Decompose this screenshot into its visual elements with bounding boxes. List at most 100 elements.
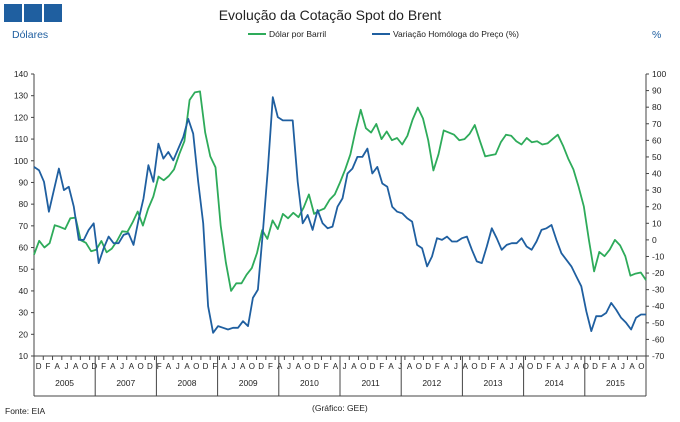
x-month-label: O	[249, 362, 255, 371]
x-month-label: F	[546, 362, 551, 371]
x-month-label: J	[176, 362, 180, 371]
x-month-label: A	[333, 362, 339, 371]
x-month-label: D	[147, 362, 153, 371]
x-month-label: J	[287, 362, 291, 371]
x-month-label: O	[138, 362, 144, 371]
x-month-label: A	[388, 362, 394, 371]
x-month-label: O	[193, 362, 199, 371]
x-month-label: J	[510, 362, 514, 371]
chart-title: Evolução da Cotação Spot do Brent	[219, 7, 442, 23]
right-tick-label: -30	[652, 285, 665, 295]
x-year-label: 2005	[55, 378, 74, 388]
x-month-label: F	[45, 362, 50, 371]
x-month-label: A	[555, 362, 561, 371]
x-month-label: A	[55, 362, 61, 371]
x-month-label: D	[203, 362, 209, 371]
x-month-label: O	[638, 362, 644, 371]
x-month-label: O	[471, 362, 477, 371]
x-month-label: D	[36, 362, 42, 371]
right-tick-label: 70	[652, 119, 662, 129]
x-month-label: D	[314, 362, 320, 371]
x-month-label: J	[621, 362, 625, 371]
x-month-label: A	[574, 362, 580, 371]
right-tick-label: 40	[652, 169, 662, 179]
x-month-label: A	[629, 362, 635, 371]
x-month-label: O	[583, 362, 589, 371]
right-tick-label: -70	[652, 351, 665, 361]
left-tick-label: 20	[19, 329, 29, 339]
right-tick-label: 50	[652, 152, 662, 162]
x-year-label: 2009	[239, 378, 258, 388]
x-month-label: A	[444, 362, 450, 371]
x-month-label: J	[231, 362, 235, 371]
x-month-label: D	[536, 362, 542, 371]
right-tick-label: 60	[652, 135, 662, 145]
left-tick-label: 120	[14, 112, 28, 122]
right-tick-label: -10	[652, 251, 665, 261]
x-month-label: F	[212, 362, 217, 371]
x-month-label: A	[351, 362, 357, 371]
x-month-label: F	[324, 362, 329, 371]
right-axis-title: %	[652, 29, 661, 41]
x-year-label: 2011	[361, 378, 380, 388]
x-month-label: A	[296, 362, 302, 371]
x-month-label: O	[304, 362, 310, 371]
x-month-label: J	[398, 362, 402, 371]
x-year-label: 2012	[422, 378, 441, 388]
x-month-label: F	[157, 362, 162, 371]
x-month-label: A	[221, 362, 227, 371]
left-tick-label: 50	[19, 264, 29, 274]
left-tick-label: 100	[14, 156, 28, 166]
left-tick-label: 10	[19, 351, 29, 361]
x-month-label: A	[407, 362, 413, 371]
left-tick-label: 60	[19, 243, 29, 253]
x-month-label: A	[277, 362, 283, 371]
x-month-label: J	[343, 362, 347, 371]
left-tick-label: 90	[19, 177, 29, 187]
left-tick-label: 30	[19, 308, 29, 318]
x-month-label: A	[611, 362, 617, 371]
header-square	[44, 4, 62, 22]
x-month-label: J	[120, 362, 124, 371]
x-month-label: F	[101, 362, 106, 371]
x-month-label: O	[360, 362, 366, 371]
x-month-label: A	[240, 362, 246, 371]
x-month-label: J	[64, 362, 68, 371]
x-month-label: D	[592, 362, 598, 371]
left-tick-label: 130	[14, 91, 28, 101]
left-tick-label: 80	[19, 199, 29, 209]
right-tick-label: -20	[652, 268, 665, 278]
x-month-label: F	[268, 362, 273, 371]
x-month-label: D	[425, 362, 431, 371]
right-tick-label: -40	[652, 301, 665, 311]
x-year-label: 2007	[116, 378, 135, 388]
x-year-label: 2010	[300, 378, 319, 388]
x-month-label: D	[370, 362, 376, 371]
x-month-label: J	[565, 362, 569, 371]
right-tick-label: 20	[652, 202, 662, 212]
right-tick-label: 30	[652, 185, 662, 195]
x-month-label: F	[602, 362, 607, 371]
x-month-label: J	[454, 362, 458, 371]
x-month-label: A	[73, 362, 79, 371]
legend-label-price: Dólar por Barril	[269, 29, 326, 39]
source-note: Fonte: EIA	[5, 406, 45, 416]
right-tick-label: 100	[652, 69, 666, 79]
right-tick-label: -60	[652, 334, 665, 344]
x-year-label: 2013	[484, 378, 503, 388]
legend-label-variation: Variação Homóloga do Preço (%)	[393, 29, 519, 39]
x-month-label: F	[379, 362, 384, 371]
left-tick-label: 110	[14, 134, 28, 144]
chart-credit: (Gráfico: GEE)	[312, 403, 368, 413]
x-year-label: 2014	[545, 378, 564, 388]
x-month-label: A	[184, 362, 190, 371]
right-tick-label: 0	[652, 235, 657, 245]
right-tick-label: 90	[652, 86, 662, 96]
right-tick-label: -50	[652, 318, 665, 328]
x-month-label: A	[129, 362, 135, 371]
x-year-label: 2015	[606, 378, 625, 388]
x-month-label: A	[166, 362, 172, 371]
x-month-label: D	[481, 362, 487, 371]
series-line-price	[33, 90, 647, 292]
